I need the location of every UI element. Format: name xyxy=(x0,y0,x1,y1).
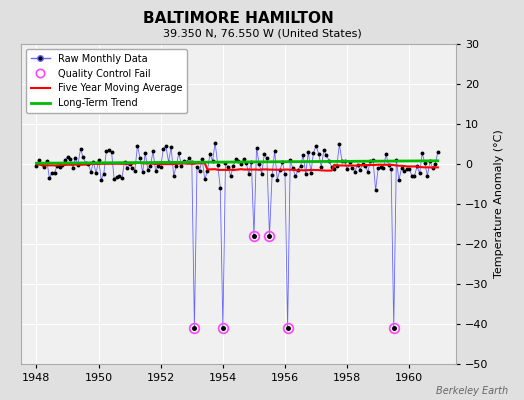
Text: Berkeley Earth: Berkeley Earth xyxy=(436,386,508,396)
Legend: Raw Monthly Data, Quality Control Fail, Five Year Moving Average, Long-Term Tren: Raw Monthly Data, Quality Control Fail, … xyxy=(26,49,187,113)
Title: BALTIMORE HAMILTON: BALTIMORE HAMILTON xyxy=(143,11,334,26)
Text: 39.350 N, 76.550 W (United States): 39.350 N, 76.550 W (United States) xyxy=(162,28,362,38)
Y-axis label: Temperature Anomaly (°C): Temperature Anomaly (°C) xyxy=(494,130,504,278)
